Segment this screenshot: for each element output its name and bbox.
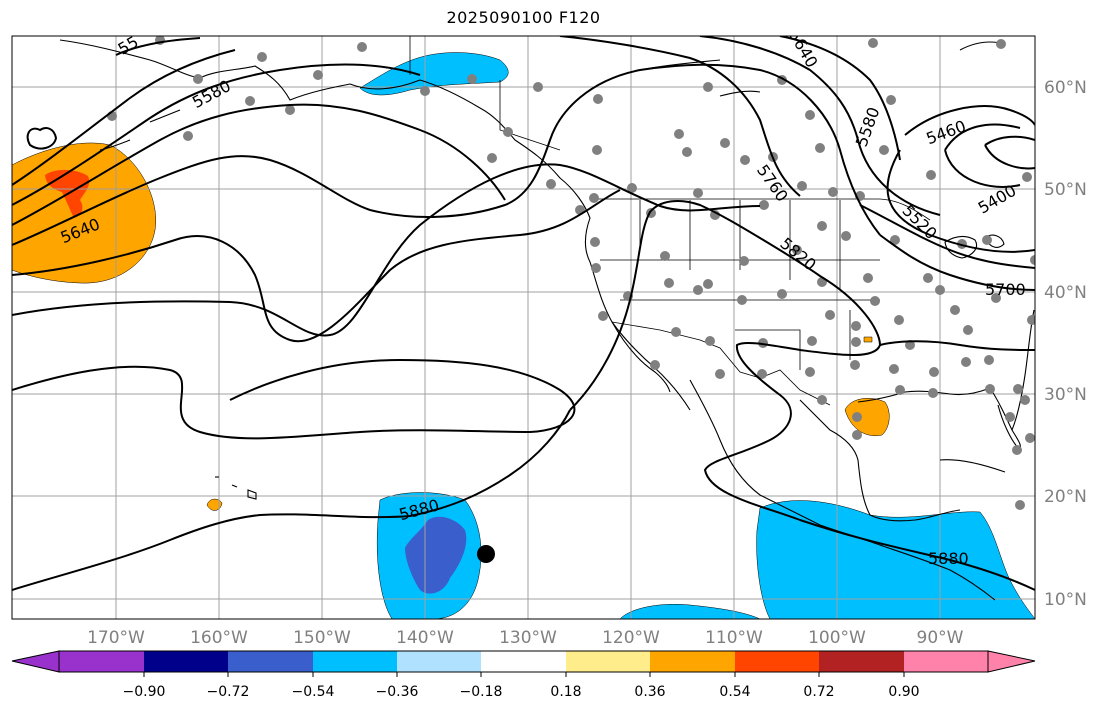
lon-label-110w: 110°W [705, 628, 763, 648]
positive-anomaly-hawaii [206, 498, 223, 511]
colorbar-tick-2: −0.54 [292, 684, 335, 700]
lat-label-20n: 20°N [1044, 487, 1087, 507]
negative-anomaly-central-america [756, 500, 1035, 619]
map-frame [11, 35, 1036, 620]
colorbar-tick-0: −0.90 [123, 684, 166, 700]
map-title: 2025090100 F120 [446, 8, 601, 27]
colorbar-tick-9: 0.90 [888, 684, 919, 700]
contour-label-5880-east: 5880 [928, 549, 969, 568]
colorbar-extend-min [11, 650, 60, 673]
height-contours [12, 36, 1035, 591]
colorbar-bin-8 [735, 651, 819, 672]
lat-label-60n: 60°N [1044, 78, 1087, 98]
gridlines [12, 36, 1035, 619]
colorbar-tick-5: 0.18 [550, 684, 581, 700]
longitude-labels: 170°W 160°W 150°W 140°W 130°W 120°W 110°… [87, 628, 964, 648]
latitude-labels: 60°N 50°N 40°N 30°N 20°N 10°N [1044, 78, 1087, 610]
storm-marker [477, 545, 495, 563]
colorbar-tick-7: 0.54 [719, 684, 750, 700]
colorbar-bin-5 [481, 651, 566, 672]
colorbar: −0.90 −0.72 −0.54 −0.36 −0.18 0.18 0.36 … [11, 650, 1036, 700]
lon-label-160w: 160°W [190, 628, 248, 648]
colorbar-bin-1 [144, 651, 228, 672]
colorbar-extend-max [987, 650, 1036, 673]
lat-label-50n: 50°N [1044, 180, 1087, 200]
contour-label-5700: 5700 [985, 280, 1026, 299]
colorbar-bin-10 [904, 651, 988, 672]
colorbar-tick-1: −0.72 [207, 684, 250, 700]
lon-label-140w: 140°W [396, 628, 454, 648]
colorbar-tick-4: −0.18 [460, 684, 503, 700]
lat-label-10n: 10°N [1044, 590, 1087, 610]
colorbar-bin-7 [650, 651, 735, 672]
colorbar-bin-0 [59, 651, 144, 672]
lon-label-90w: 90°W [917, 628, 964, 648]
lat-label-30n: 30°N [1044, 385, 1087, 405]
negative-anomaly-south [619, 604, 761, 619]
lon-label-130w: 130°W [499, 628, 557, 648]
colorbar-outline [58, 650, 989, 673]
negative-anomaly-alaska [359, 52, 509, 96]
colorbar-bin-6 [566, 651, 650, 672]
colorbar-bin-4 [397, 651, 481, 672]
lon-label-120w: 120°W [602, 628, 660, 648]
lon-label-170w: 170°W [87, 628, 145, 648]
colorbar-bin-9 [819, 651, 904, 672]
colorbar-bin-2 [228, 651, 313, 672]
coastlines [59, 39, 1035, 601]
station-markers [107, 36, 1035, 510]
anomaly-shading [12, 52, 1035, 619]
positive-anomaly-oklahoma [863, 336, 873, 343]
colorbar-tick-3: −0.36 [376, 684, 419, 700]
lat-label-40n: 40°N [1044, 283, 1087, 303]
lon-label-100w: 100°W [808, 628, 866, 648]
colorbar-tick-6: 0.36 [634, 684, 665, 700]
colorbar-bin-3 [313, 651, 397, 672]
colorbar-tick-8: 0.72 [803, 684, 834, 700]
strong-negative-anomaly-pacific [405, 516, 467, 594]
lon-label-150w: 150°W [293, 628, 351, 648]
